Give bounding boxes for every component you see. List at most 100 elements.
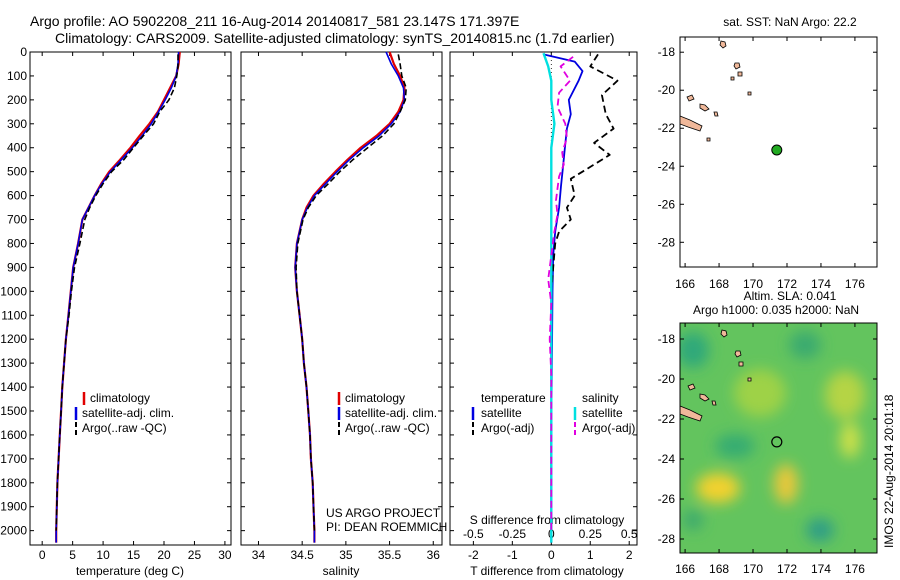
legend-satellite-label: satellite-adj. clim. xyxy=(82,406,174,420)
island-shape xyxy=(679,115,703,132)
island-shape xyxy=(699,103,710,112)
x-tick-label: 0 xyxy=(548,548,555,562)
y-tick-label: 1000 xyxy=(0,284,27,298)
sla-high-patch xyxy=(696,473,740,503)
lat-tick-label: -20 xyxy=(658,83,676,97)
legend-argo-label: Argo(..raw -QC) xyxy=(82,421,167,435)
argo-line xyxy=(55,54,179,531)
island-shape xyxy=(719,40,727,49)
sst-map-title: sat. SST: NaN Argo: 22.2 xyxy=(723,15,857,29)
lon-tick-label: 170 xyxy=(743,277,763,291)
satellite-line xyxy=(55,51,180,543)
lon-tick-label: 176 xyxy=(845,562,865,576)
lat-tick-label: -26 xyxy=(658,197,676,211)
lon-tick-label: 166 xyxy=(675,277,695,291)
argo-float-marker-outline xyxy=(771,436,783,448)
island-shape xyxy=(738,361,744,367)
y-tick-label: 1800 xyxy=(0,476,27,490)
sla-low-patch xyxy=(806,518,834,542)
lat-tick-label: -28 xyxy=(658,235,676,249)
lon-tick-label: 174 xyxy=(811,562,831,576)
x-tick-label: -2 xyxy=(468,548,479,562)
y-tick-label: 1100 xyxy=(1,308,27,322)
difference-plot-frame xyxy=(449,51,638,546)
legend-salinity-title: salinity xyxy=(582,391,619,405)
island-shape xyxy=(713,111,719,117)
y-tick-label: 500 xyxy=(7,165,27,179)
y-tick-label: 1300 xyxy=(0,356,27,370)
x-tick-label: 2 xyxy=(626,548,633,562)
header-line-2: Climatology: CARS2009. Satellite-adjuste… xyxy=(55,30,615,46)
salinity-series xyxy=(294,51,407,543)
island-shape xyxy=(747,91,752,96)
sla-map-title-2: Argo h1000: 0.035 h2000: NaN xyxy=(693,303,859,317)
island-shape xyxy=(706,137,711,142)
island-shape xyxy=(730,76,735,81)
lon-tick-label: 174 xyxy=(811,277,831,291)
y-tick-label: 1200 xyxy=(0,332,27,346)
lat-tick-label: -18 xyxy=(658,45,676,59)
legend-t-satellite-label: satellite xyxy=(481,406,522,420)
sst-map-land xyxy=(679,40,752,142)
sla-low-patch xyxy=(683,510,703,530)
legend-temperature-title: temperature xyxy=(481,391,546,405)
lon-tick-label: 172 xyxy=(777,562,797,576)
legend-climatology-label: climatology xyxy=(345,391,405,405)
lon-tick-label: 166 xyxy=(675,562,695,576)
temperature-series xyxy=(55,51,181,543)
x-tick-label: 0 xyxy=(39,548,46,562)
island-shape xyxy=(733,62,741,70)
y-tick-label: 700 xyxy=(7,213,27,227)
temperature-axis-label: temperature (deg C) xyxy=(76,564,184,578)
island-shape xyxy=(734,350,742,358)
t-difference-axis-label: T difference from climatology xyxy=(470,564,624,578)
x-tick-label: 34.5 xyxy=(290,548,314,562)
sla-mid-patch xyxy=(825,371,865,419)
x-tick-label: 10 xyxy=(96,548,110,562)
island-shape xyxy=(720,329,728,338)
climatology-line xyxy=(55,51,181,543)
t-satellite-line xyxy=(543,53,584,543)
salinity-plot-frame xyxy=(240,51,443,546)
difference-axes: -2 -1 0 1 2-0.5 -0.25 0 0.25 0.5 xyxy=(450,51,638,562)
y-tick-label: 600 xyxy=(7,189,27,203)
legend-argo-label: Argo(..raw -QC) xyxy=(345,421,430,435)
y-tick-label: 100 xyxy=(7,69,27,83)
y-tick-label: 1400 xyxy=(0,380,27,394)
temperature-plot-frame xyxy=(29,51,232,546)
y-tick-label: 900 xyxy=(7,260,27,274)
salinity-axes: 34 34.5 35 35.5 36 xyxy=(241,51,442,562)
header-line-1: Argo profile: AO 5902208_211 16-Aug-2014… xyxy=(30,13,519,29)
sla-low-patch xyxy=(715,434,755,458)
island-shape xyxy=(687,383,696,391)
y-tick-label: 0 xyxy=(20,45,27,59)
temperature-legend: climatology satellite-adj. clim. Argo(..… xyxy=(74,391,174,435)
y-tick-label: 1500 xyxy=(0,404,27,418)
lon-tick-label: 168 xyxy=(709,277,729,291)
legend-t-argo-label: Argo(-adj) xyxy=(481,421,534,435)
sst-map-frame xyxy=(679,36,878,268)
x-tick-label: 5 xyxy=(69,548,76,562)
timestamp-stamp: IMOS 22-Aug-2014 20:01:18 xyxy=(882,394,896,548)
y-tick-label: 2000 xyxy=(0,524,27,538)
argo-line xyxy=(295,54,407,531)
lon-tick-label: 176 xyxy=(845,277,865,291)
lon-tick-label: 170 xyxy=(743,562,763,576)
x-tick-label: 1 xyxy=(587,548,594,562)
sla-map-title-1: Altim. SLA: 0.041 xyxy=(744,289,837,303)
legend-s-argo-label: Argo(-adj) xyxy=(582,421,635,435)
difference-series xyxy=(542,52,619,543)
x-tick-label: 20 xyxy=(157,548,171,562)
sst-map-axes: 166 168 170 172 174 176 -18 -20 -22 -24 -26 -28 xyxy=(658,37,877,291)
sla-low-patch xyxy=(680,332,709,368)
y-tick-label: 300 xyxy=(7,117,27,131)
y-tick-label: 400 xyxy=(7,141,27,155)
y-tick-label: 1900 xyxy=(0,500,27,514)
lon-tick-label: 172 xyxy=(777,277,797,291)
legend-satellite-label: satellite-adj. clim. xyxy=(345,406,437,420)
lat-tick-label: -20 xyxy=(658,372,676,386)
sla-mid-patch xyxy=(734,369,786,417)
lat-tick-label: -24 xyxy=(658,159,676,173)
legend-climatology-label: climatology xyxy=(90,391,150,405)
